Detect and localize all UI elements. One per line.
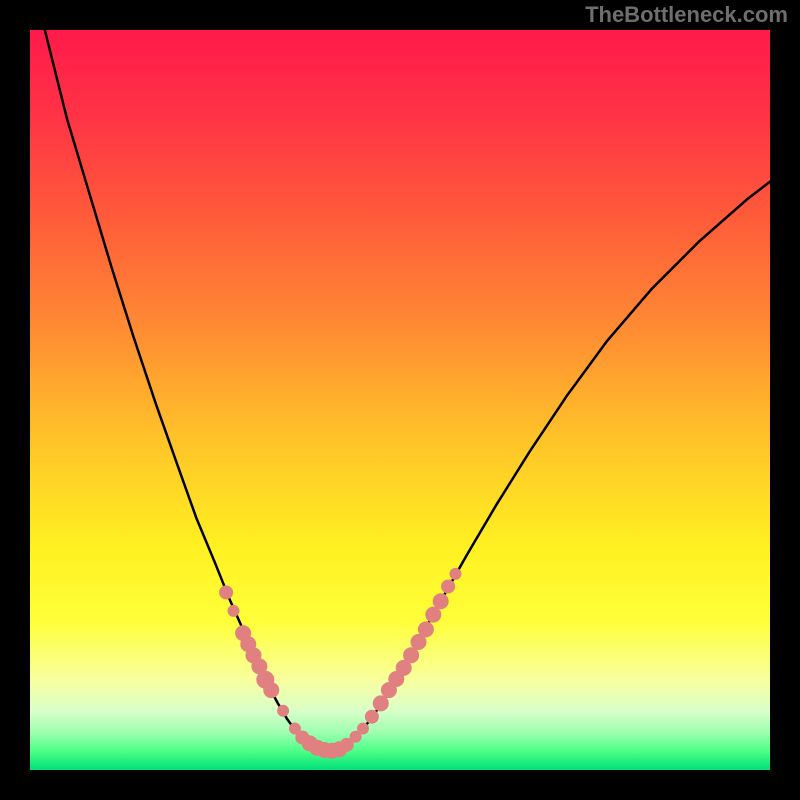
data-marker bbox=[357, 723, 369, 735]
data-marker bbox=[228, 605, 240, 617]
data-marker bbox=[418, 621, 434, 637]
data-marker bbox=[219, 585, 233, 599]
data-marker bbox=[263, 682, 279, 698]
data-marker bbox=[450, 568, 462, 580]
data-marker bbox=[365, 710, 379, 724]
data-marker bbox=[277, 705, 289, 717]
data-marker bbox=[433, 593, 449, 609]
curve-layer bbox=[30, 30, 770, 770]
data-marker bbox=[441, 579, 455, 593]
bottleneck-curve bbox=[45, 30, 770, 751]
data-marker bbox=[373, 695, 389, 711]
plot-area bbox=[30, 30, 770, 770]
watermark-text: TheBottleneck.com bbox=[585, 2, 788, 28]
